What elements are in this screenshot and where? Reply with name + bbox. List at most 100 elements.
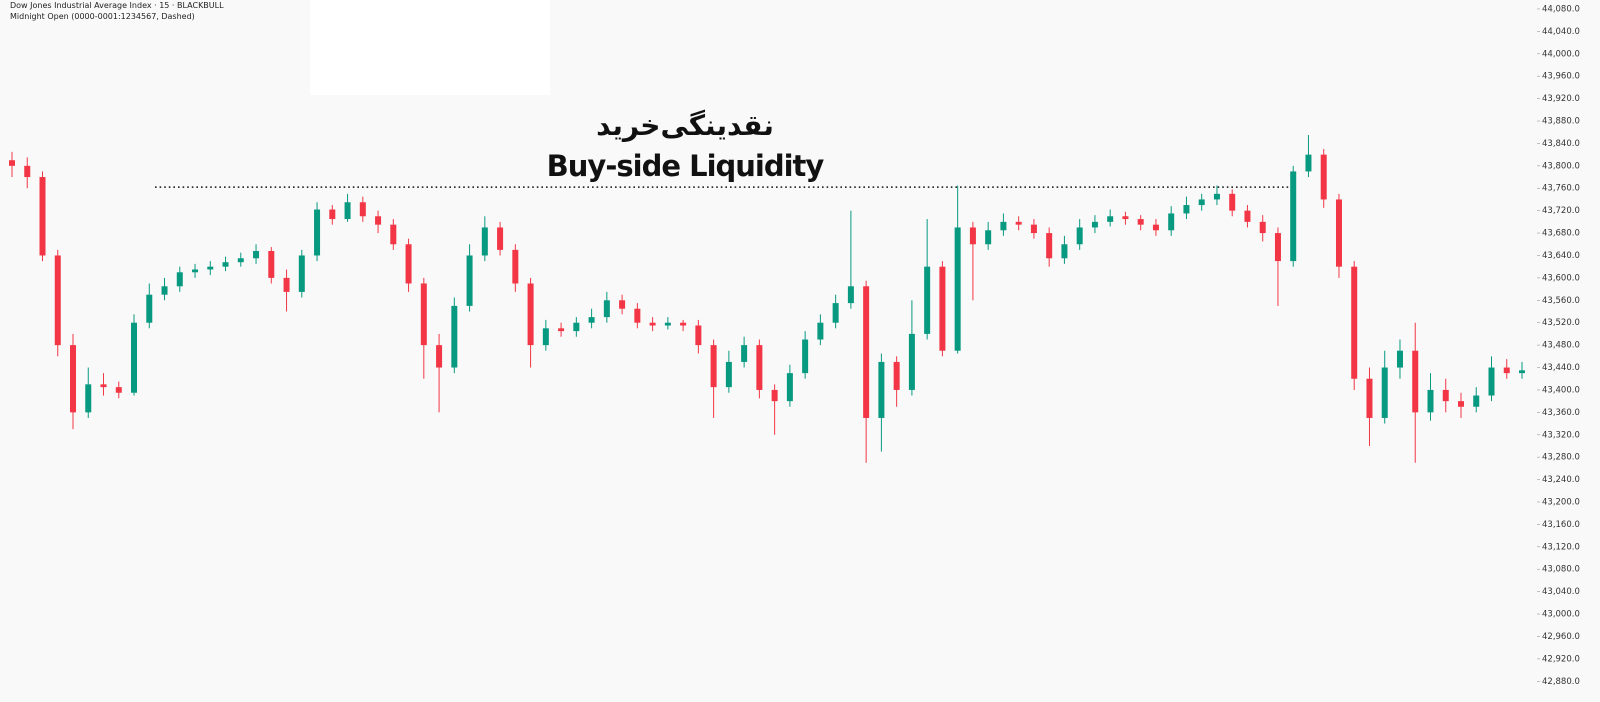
candle-body — [268, 250, 275, 278]
candle-body — [954, 227, 961, 351]
y-tick-label: 43,840.0 — [1542, 139, 1580, 149]
y-tick-label: 43,240.0 — [1542, 475, 1580, 485]
y-tick-label: 43,400.0 — [1542, 385, 1580, 395]
candle-body — [619, 300, 626, 309]
candle-body — [436, 345, 443, 368]
candle-body — [497, 227, 504, 250]
candle-body — [680, 322, 687, 326]
candle-body — [39, 177, 46, 256]
candle-body — [512, 249, 519, 284]
candle-body — [1152, 224, 1159, 231]
candle-body — [1427, 389, 1434, 413]
candle-body — [542, 328, 549, 346]
candle-body — [420, 283, 427, 346]
y-tick-label: 44,040.0 — [1542, 27, 1580, 37]
candle-body — [466, 255, 473, 306]
candle-body — [24, 165, 31, 178]
y-tick-label: 43,720.0 — [1542, 206, 1580, 216]
candle-body — [100, 384, 107, 388]
candle-body — [1259, 221, 1266, 234]
candle-body — [1137, 219, 1144, 225]
candle-body — [1351, 266, 1358, 379]
candle-body — [1320, 154, 1327, 200]
candle-body — [405, 244, 412, 284]
candle-body — [634, 308, 641, 323]
candle-body — [1091, 221, 1098, 228]
candle-body — [893, 361, 900, 390]
y-tick-label: 43,280.0 — [1542, 453, 1580, 463]
candle-body — [1305, 154, 1312, 172]
candle-body — [695, 325, 702, 346]
candle-body — [390, 224, 397, 245]
chart-title: Dow Jones Industrial Average Index · 15 … — [10, 1, 224, 10]
candle-body — [222, 262, 229, 267]
candle-body — [741, 345, 748, 362]
y-tick-label: 42,960.0 — [1542, 632, 1580, 642]
candle-body — [725, 361, 732, 388]
candle-body — [817, 322, 824, 340]
candle-body — [283, 277, 290, 292]
candle-body — [1046, 233, 1053, 259]
candle-body — [1183, 205, 1190, 214]
candle-body — [832, 303, 839, 323]
candle-body — [1366, 378, 1373, 418]
candle-body — [1412, 350, 1419, 413]
candle-body — [70, 345, 77, 413]
candle-body — [131, 322, 138, 393]
candle-body — [375, 216, 382, 225]
candle-body — [1213, 193, 1220, 200]
candle-body — [1229, 193, 1236, 211]
candle-body — [1198, 199, 1205, 206]
candle-body — [1473, 395, 1480, 407]
y-tick-label: 44,000.0 — [1542, 49, 1580, 59]
y-tick-label: 43,920.0 — [1542, 94, 1580, 104]
candle-body — [1015, 221, 1022, 225]
candle-body — [161, 286, 168, 295]
y-tick-label: 43,680.0 — [1542, 229, 1580, 239]
candle-body — [1030, 224, 1037, 234]
candle-body — [924, 266, 931, 334]
candle-body — [847, 286, 854, 304]
candle-body — [771, 389, 778, 402]
candle-body — [54, 255, 61, 346]
candle-body — [298, 255, 305, 292]
candle-body — [176, 272, 183, 287]
candle-body — [253, 250, 260, 259]
candle-body — [1168, 213, 1175, 231]
y-tick-label: 42,880.0 — [1542, 677, 1580, 687]
candle-body — [1107, 216, 1114, 222]
candle-body — [85, 384, 92, 413]
candle-body — [985, 230, 992, 245]
candle-body — [1519, 370, 1525, 374]
candle-body — [939, 266, 946, 351]
candle-body — [664, 322, 671, 326]
blank-panel — [310, 0, 550, 95]
candle-body — [878, 361, 885, 418]
candle-body — [1076, 227, 1083, 245]
candle-body — [359, 202, 366, 217]
candle-body — [1061, 244, 1068, 259]
chart-subtitle: Midnight Open (0000-0001:1234567, Dashed… — [10, 12, 195, 21]
y-tick-label: 43,000.0 — [1542, 610, 1580, 620]
y-tick-label: 43,200.0 — [1542, 497, 1580, 507]
candle-body — [1000, 221, 1007, 231]
y-tick-label: 43,080.0 — [1542, 565, 1580, 575]
y-tick-label: 43,600.0 — [1542, 273, 1580, 283]
y-tick-label: 43,760.0 — [1542, 184, 1580, 194]
y-tick-label: 43,560.0 — [1542, 296, 1580, 306]
candle-body — [1290, 171, 1297, 262]
candle-body — [237, 258, 244, 263]
candle-body — [802, 339, 809, 374]
y-tick-label: 44,080.0 — [1542, 4, 1580, 14]
y-tick-label: 43,160.0 — [1542, 520, 1580, 530]
candle-body — [908, 333, 915, 390]
candle-body — [451, 305, 458, 368]
candle-body — [863, 286, 870, 418]
candle-body — [1396, 350, 1403, 368]
plot-area: 44,080.0 44,040.0 44,000.0 43,960.0 43,920.0… — [9, 4, 1580, 687]
candle-body — [1381, 367, 1388, 418]
candle-body — [207, 266, 214, 270]
candle-body — [527, 283, 534, 346]
candle-body — [481, 227, 488, 256]
y-tick-label: 43,640.0 — [1542, 251, 1580, 261]
